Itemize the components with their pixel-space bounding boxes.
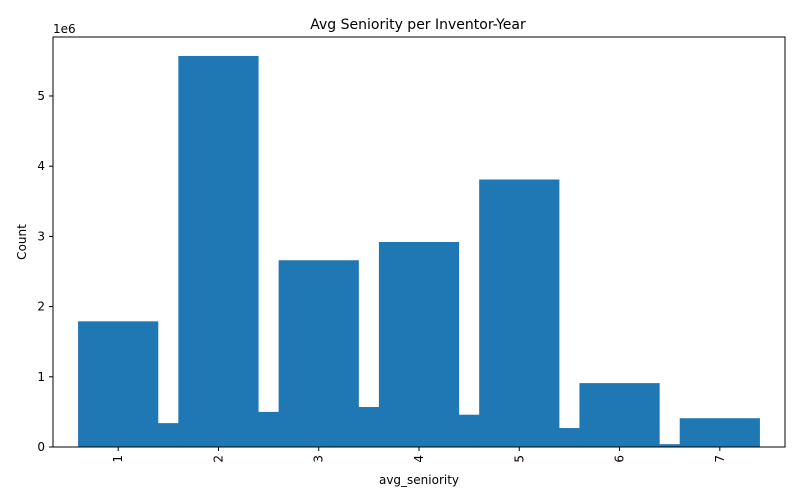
y-tick-label-0: 0: [37, 440, 45, 454]
bar-10: [579, 383, 660, 447]
bars-group: [78, 55, 760, 448]
y-axis: 0 1 2 3 4 5: [37, 89, 53, 454]
x-tick-label-2: 3: [312, 455, 326, 463]
x-tick-label-0: 1: [111, 455, 125, 463]
y-offset-label: 1e6: [53, 22, 76, 36]
y-axis-label: Count: [15, 224, 29, 260]
bar-12: [679, 418, 760, 447]
bar-11: [629, 444, 710, 447]
x-tick-label-3: 4: [412, 455, 426, 463]
y-tick-label-1: 1: [37, 370, 45, 384]
chart-title: Avg Seniority per Inventor-Year: [310, 17, 526, 33]
x-tick-label-1: 2: [211, 455, 225, 463]
x-tick-label-5: 6: [613, 455, 627, 463]
bar-8: [479, 179, 560, 447]
bar-6: [378, 242, 460, 447]
y-tick-label-4: 4: [37, 159, 45, 173]
x-tick-label-6: 7: [713, 455, 727, 463]
y-tick-label-2: 2: [37, 300, 45, 314]
x-tick-label-4: 5: [512, 455, 526, 463]
y-tick-label-5: 5: [37, 89, 45, 103]
bar-2: [178, 55, 259, 448]
y-tick-label-3: 3: [37, 229, 45, 243]
x-axis-label: avg_seniority: [379, 473, 459, 487]
x-axis: 1 2 3 4 5 6 7: [111, 447, 727, 463]
